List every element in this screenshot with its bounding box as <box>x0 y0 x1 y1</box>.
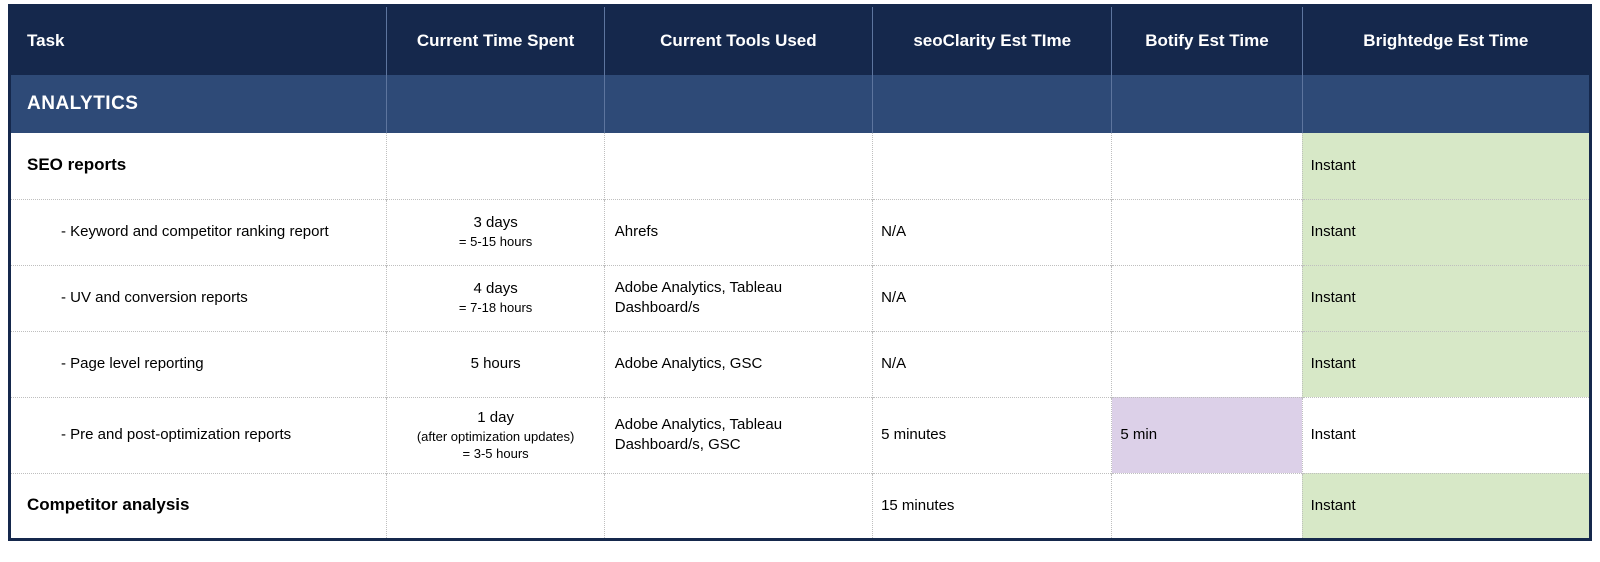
tools-cell: Adobe Analytics, GSC <box>604 331 872 397</box>
current-time-main: 5 hours <box>391 354 599 374</box>
section-empty <box>1302 75 1590 133</box>
section-row-analytics: ANALYTICS <box>10 75 1591 133</box>
col-header-botify: Botify Est Time <box>1112 6 1302 76</box>
brightedge-cell: Instant <box>1302 473 1590 539</box>
current-time-main: 1 day <box>391 408 599 428</box>
table-body: SEO reportsInstant- Keyword and competit… <box>10 133 1591 539</box>
col-header-current-time: Current Time Spent <box>387 6 604 76</box>
seoclarity-cell: 15 minutes <box>873 473 1112 539</box>
current-time-main: 4 days <box>391 279 599 299</box>
tools-cell <box>604 133 872 199</box>
current-time-sub: = 3-5 hours <box>391 445 599 463</box>
seoclarity-cell <box>873 133 1112 199</box>
brightedge-cell: Instant <box>1302 265 1590 331</box>
analytics-table: Task Current Time Spent Current Tools Us… <box>8 4 1592 541</box>
current-time-cell: 5 hours <box>387 331 604 397</box>
brightedge-cell: Instant <box>1302 397 1590 473</box>
table-row: - Page level reporting5 hoursAdobe Analy… <box>10 331 1591 397</box>
section-empty <box>873 75 1112 133</box>
seoclarity-cell: N/A <box>873 265 1112 331</box>
table-row: - Pre and post-optimization reports1 day… <box>10 397 1591 473</box>
task-cell: SEO reports <box>10 133 387 199</box>
table-row: - Keyword and competitor ranking report3… <box>10 199 1591 265</box>
tools-cell: Ahrefs <box>604 199 872 265</box>
table-header-row: Task Current Time Spent Current Tools Us… <box>10 6 1591 76</box>
current-time-sub: = 7-18 hours <box>391 299 599 317</box>
col-header-seoclarity: seoClarity Est TIme <box>873 6 1112 76</box>
current-time-sub: = 5-15 hours <box>391 233 599 251</box>
botify-cell <box>1112 265 1302 331</box>
brightedge-cell: Instant <box>1302 199 1590 265</box>
table-container: Task Current Time Spent Current Tools Us… <box>0 0 1600 549</box>
task-cell: Competitor analysis <box>10 473 387 539</box>
botify-cell <box>1112 473 1302 539</box>
botify-cell <box>1112 331 1302 397</box>
col-header-task: Task <box>10 6 387 76</box>
table-row: - UV and conversion reports4 days= 7-18 … <box>10 265 1591 331</box>
section-empty <box>387 75 604 133</box>
section-label: ANALYTICS <box>10 75 387 133</box>
botify-cell <box>1112 133 1302 199</box>
tools-cell: Adobe Analytics, Tableau Dashboard/s, GS… <box>604 397 872 473</box>
current-time-cell <box>387 473 604 539</box>
task-cell: - Page level reporting <box>10 331 387 397</box>
section-empty <box>1112 75 1302 133</box>
seoclarity-cell: N/A <box>873 331 1112 397</box>
col-header-tools: Current Tools Used <box>604 6 872 76</box>
task-cell: - Keyword and competitor ranking report <box>10 199 387 265</box>
current-time-main: 3 days <box>391 213 599 233</box>
current-time-cell: 4 days= 7-18 hours <box>387 265 604 331</box>
task-cell: - UV and conversion reports <box>10 265 387 331</box>
task-cell: - Pre and post-optimization reports <box>10 397 387 473</box>
current-time-cell: 1 day(after optimization updates)= 3-5 h… <box>387 397 604 473</box>
botify-cell: 5 min <box>1112 397 1302 473</box>
brightedge-cell: Instant <box>1302 133 1590 199</box>
tools-cell: Adobe Analytics, Tableau Dashboard/s <box>604 265 872 331</box>
section-empty <box>604 75 872 133</box>
tools-cell <box>604 473 872 539</box>
table-row: SEO reports Instant <box>10 133 1591 199</box>
col-header-brightedge: Brightedge Est Time <box>1302 6 1590 76</box>
seoclarity-cell: 5 minutes <box>873 397 1112 473</box>
current-time-cell: 3 days= 5-15 hours <box>387 199 604 265</box>
current-time-sub: (after optimization updates) <box>391 428 599 446</box>
botify-cell <box>1112 199 1302 265</box>
current-time-cell <box>387 133 604 199</box>
table-row: Competitor analysis 15 minutes Instant <box>10 473 1591 539</box>
brightedge-cell: Instant <box>1302 331 1590 397</box>
seoclarity-cell: N/A <box>873 199 1112 265</box>
